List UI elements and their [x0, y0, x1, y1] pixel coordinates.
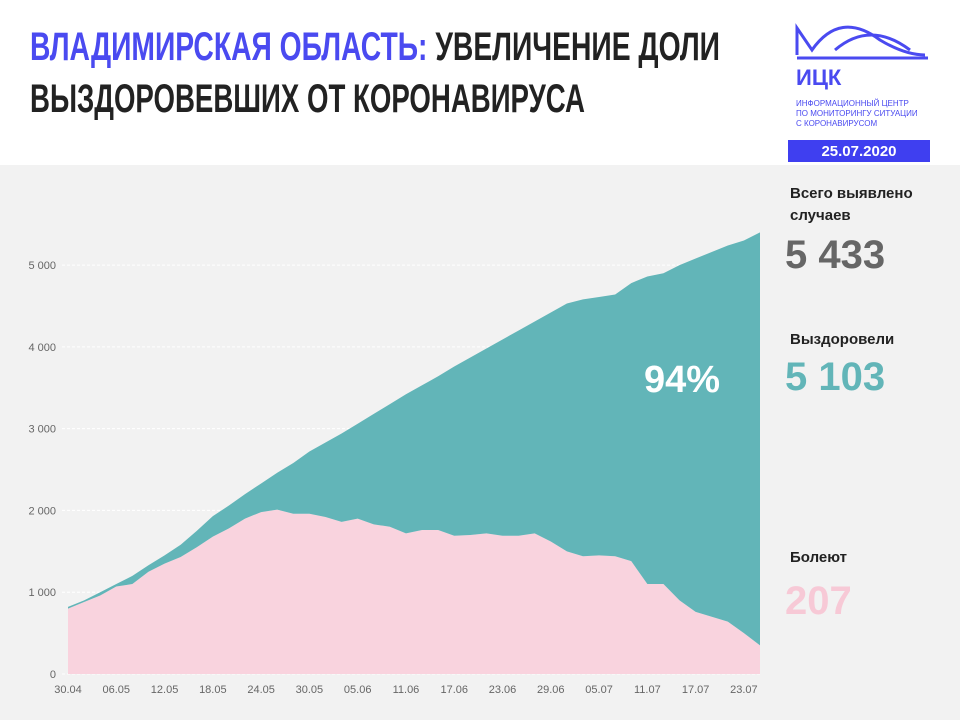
title-text: УВЕЛИЧЕНИЕ ДОЛИ	[435, 25, 720, 69]
x-tick-label: 24.05	[247, 684, 275, 696]
x-tick-label: 30.05	[296, 684, 324, 696]
header-bg	[0, 0, 960, 165]
area	[68, 232, 760, 646]
x-tick-label: 23.07	[730, 684, 758, 696]
y-tick-label: 0	[50, 669, 56, 681]
x-tick-label: 29.06	[537, 684, 565, 696]
panel-value: 5 103	[785, 355, 885, 399]
y-tick-label: 2 000	[28, 505, 56, 517]
logo-caption: С КОРОНАВИРУСОМ	[796, 119, 877, 128]
panel-value: 207	[785, 579, 852, 623]
annotation: 94%	[644, 359, 720, 401]
y-tick-label: 4 000	[28, 342, 56, 354]
y-tick-label: 1 000	[28, 587, 56, 599]
logo-mark	[834, 33, 911, 52]
logo-caption: ПО МОНИТОРИНГУ СИТУАЦИИ	[796, 109, 918, 118]
panel-label: Всего выявлено	[790, 185, 913, 202]
title-highlight: ВЛАДИМИРСКАЯ ОБЛАСТЬ:	[30, 25, 427, 69]
x-tick-label: 06.05	[103, 684, 131, 696]
x-tick-label: 17.06	[440, 684, 468, 696]
date: 25.07.2020	[821, 143, 896, 160]
x-tick-label: 17.07	[682, 684, 710, 696]
x-tick-label: 12.05	[151, 684, 179, 696]
panel-value: 5 433	[785, 233, 885, 277]
logo: ИЦК ИНФОРМАЦИОННЫЙ ЦЕНТР ПО МОНИТОРИНГУ …	[788, 23, 930, 162]
x-tick-label: 05.07	[585, 684, 613, 696]
x-tick-label: 11.06	[393, 684, 420, 696]
title-line-1: ВЛАДИМИРСКАЯ ОБЛАСТЬ: УВЕЛИЧЕНИЕ ДОЛИ	[30, 25, 720, 69]
date-box	[788, 140, 930, 162]
y-tick-label: 5 000	[28, 260, 56, 272]
area	[68, 509, 760, 674]
title-line-2: ВЫЗДОРОВЕВШИХ ОТ КОРОНАВИРУСА	[30, 77, 585, 121]
x-tick-label: 11.07	[634, 684, 661, 696]
panel-label: Болеют	[790, 549, 847, 566]
x-tick-label: 30.04	[54, 684, 82, 696]
panel-label: случаев	[790, 207, 851, 224]
logo-name: ИЦК	[796, 65, 842, 90]
x-tick-label: 18.05	[199, 684, 227, 696]
x-tick-label: 23.06	[489, 684, 517, 696]
logo-caption: ИНФОРМАЦИОННЫЙ ЦЕНТР	[796, 99, 909, 108]
panel-label: Выздоровели	[790, 331, 894, 348]
y-tick-label: 3 000	[28, 424, 56, 436]
x-tick-label: 05.06	[344, 684, 372, 696]
